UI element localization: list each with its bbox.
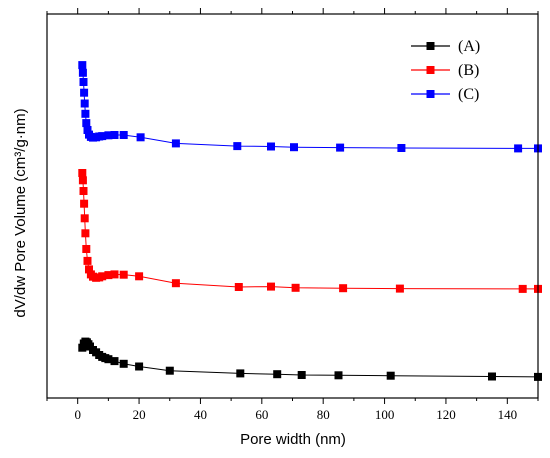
legend-marker: [426, 42, 435, 50]
legend-marker: [426, 90, 435, 98]
data-point: [334, 371, 343, 380]
data-point: [297, 371, 306, 379]
data-point: [78, 61, 87, 70]
x-tick-label: 0: [74, 407, 81, 422]
legend-label: (A): [458, 38, 480, 55]
data-point: [339, 284, 348, 293]
plot-layer: [78, 61, 542, 381]
x-tick-label: 60: [255, 407, 268, 422]
data-point: [165, 366, 174, 375]
data-point: [386, 371, 395, 380]
data-point: [82, 119, 91, 128]
x-tick-label: 100: [375, 407, 395, 422]
legend-label: (B): [458, 62, 479, 79]
data-point: [267, 142, 275, 151]
data-point: [119, 359, 128, 368]
data-point: [98, 272, 107, 281]
data-point: [104, 271, 113, 280]
data-point: [78, 68, 87, 77]
data-point: [236, 369, 245, 378]
data-point: [171, 279, 180, 288]
data-point: [78, 169, 87, 177]
data-point: [135, 272, 144, 281]
data-point: [79, 78, 88, 86]
x-tick-label: 40: [194, 407, 207, 422]
legend-entry-1: (A): [411, 38, 480, 55]
x-tick-label: 80: [317, 407, 330, 422]
legend-marker: [426, 66, 435, 74]
data-point: [119, 270, 128, 279]
data-point: [397, 144, 406, 152]
data-point: [119, 131, 128, 139]
data-point: [488, 372, 496, 381]
x-tick-label: 20: [133, 407, 146, 422]
legend-entry-3: (C): [411, 86, 479, 103]
data-point: [82, 245, 91, 253]
data-point: [85, 265, 93, 274]
data-point: [104, 131, 113, 140]
legend-label: (C): [458, 86, 479, 103]
data-point: [110, 270, 119, 279]
data-point: [80, 99, 89, 108]
data-point: [233, 142, 242, 151]
data-point: [136, 133, 145, 142]
data-point: [273, 370, 282, 379]
data-point: [290, 143, 298, 152]
series-2: [78, 169, 542, 293]
data-point: [234, 283, 243, 291]
data-point: [171, 139, 180, 148]
data-point: [518, 284, 527, 293]
data-point: [98, 132, 107, 141]
data-point: [80, 199, 89, 208]
data-point: [267, 282, 275, 291]
axes-layer: 0 20 40 60 80 100 120 140: [46, 8, 539, 422]
data-point: [110, 131, 119, 139]
data-point: [83, 256, 92, 265]
x-tick-label: 140: [498, 407, 518, 422]
series-line: [81, 172, 538, 290]
data-point: [78, 343, 87, 352]
series-1: [78, 337, 542, 381]
data-point: [514, 144, 523, 153]
data-point: [80, 214, 89, 223]
data-point: [80, 88, 89, 97]
data-point: [395, 284, 404, 293]
data-point: [79, 187, 88, 195]
data-point: [135, 362, 144, 371]
data-point: [110, 357, 119, 366]
data-point: [336, 143, 345, 152]
data-point: [81, 229, 90, 238]
series-line: [81, 340, 539, 378]
legend-entry-2: (B): [411, 62, 479, 79]
y-axis-title: dV/dw Pore Volume (cm³/g·nm): [12, 108, 29, 317]
data-point: [291, 283, 300, 292]
legend: (A) (B) (C): [411, 38, 480, 103]
data-point: [81, 109, 90, 118]
x-tick-label: 120: [436, 407, 456, 422]
data-point: [83, 126, 92, 134]
x-axis-title: Pore width (nm): [240, 431, 346, 448]
data-point: [78, 176, 87, 185]
data-point: [104, 355, 113, 364]
